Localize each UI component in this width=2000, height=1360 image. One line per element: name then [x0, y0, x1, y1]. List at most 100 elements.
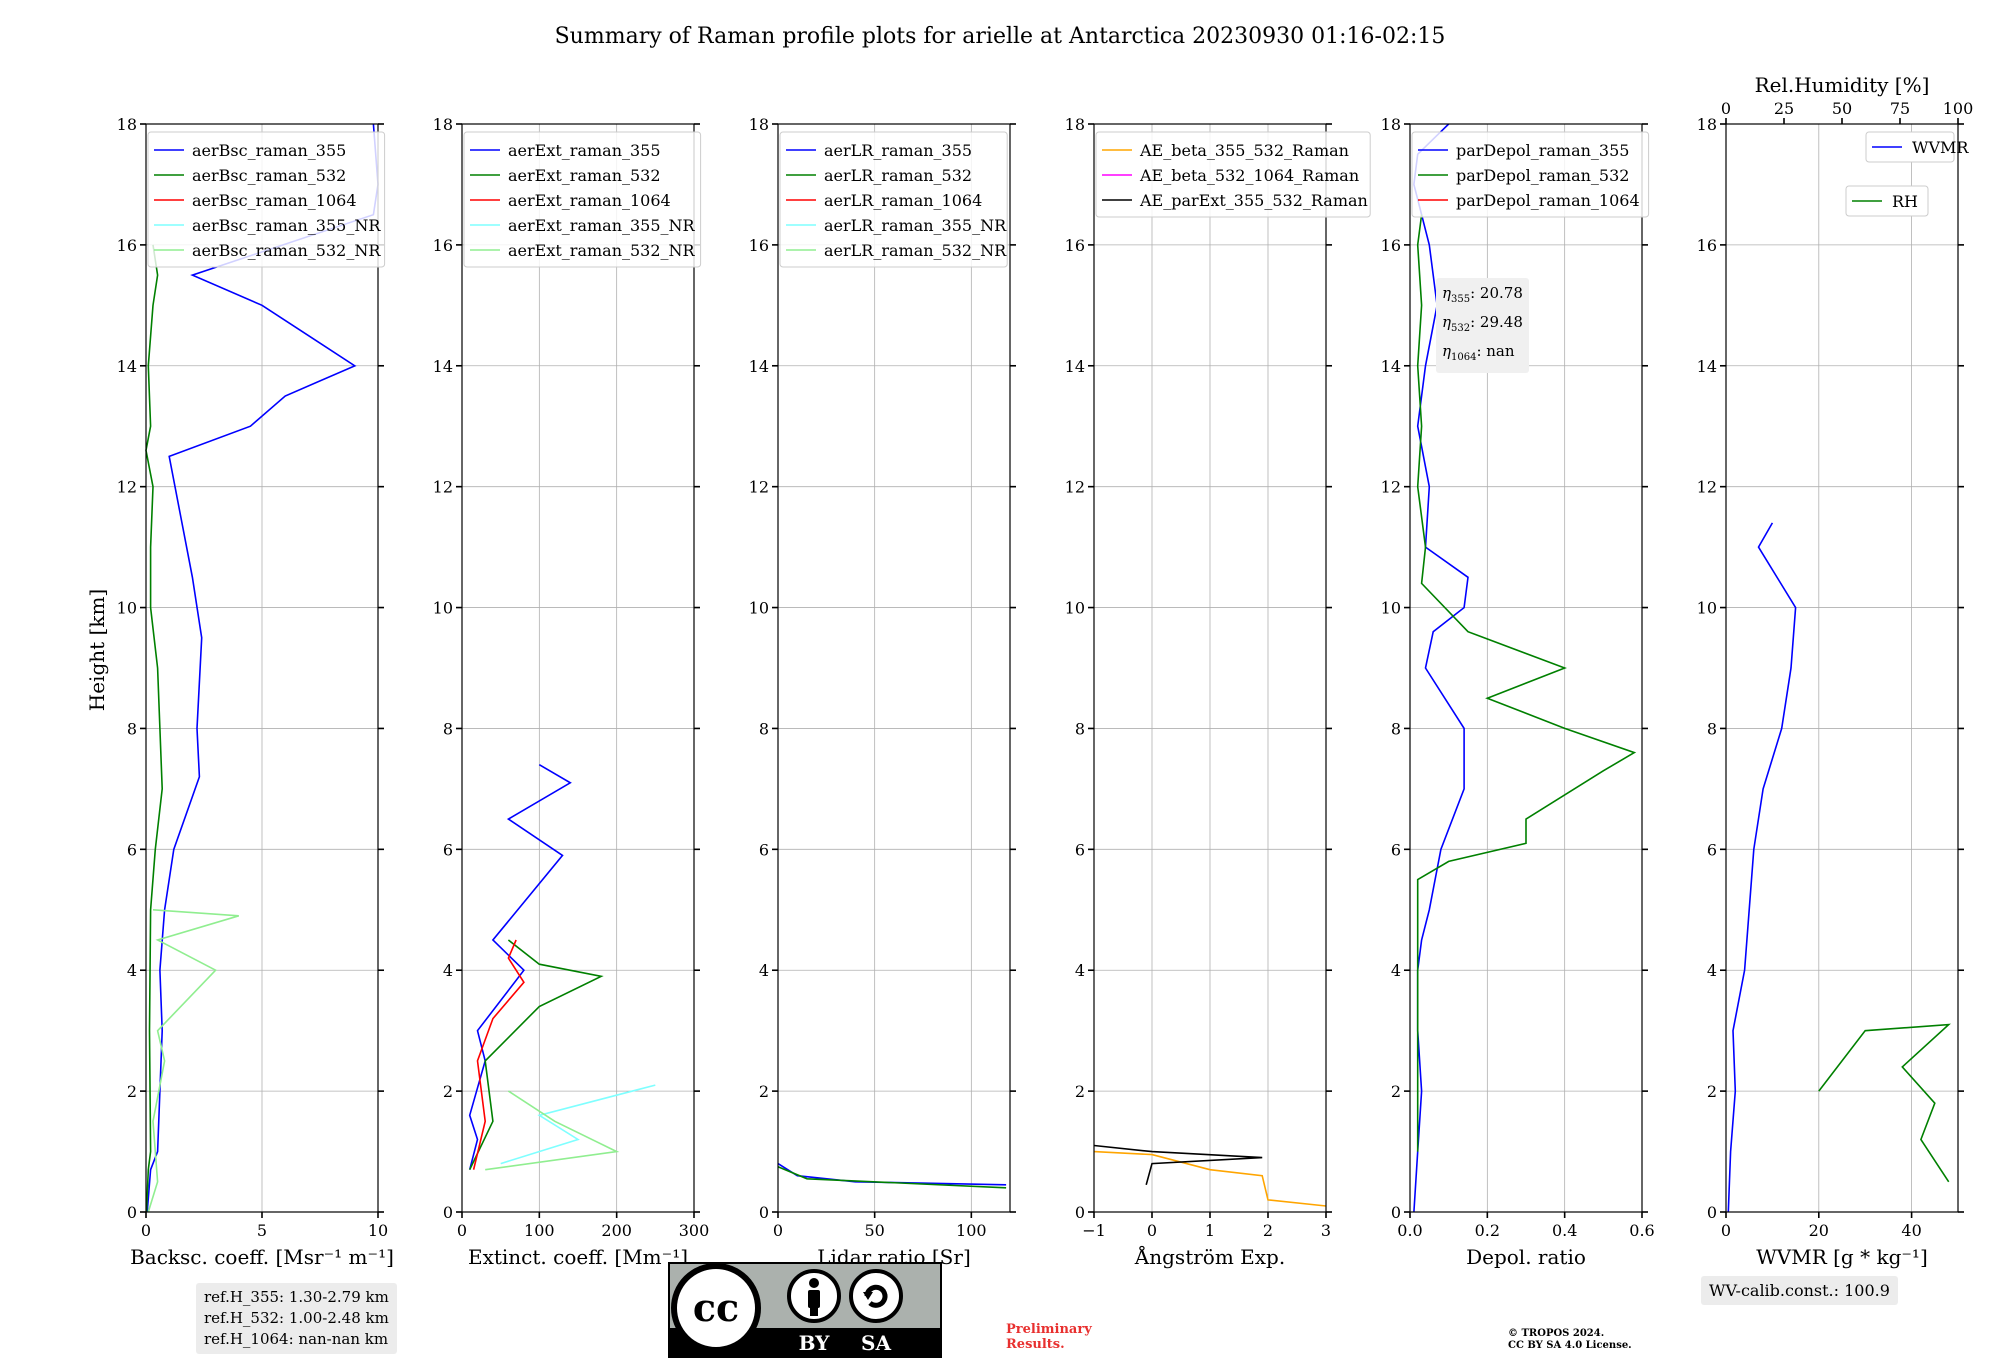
- eta-532: η532: 29.48: [1442, 313, 1523, 334]
- cc-logo-text: cc: [693, 1285, 739, 1330]
- y-tick-label: 0: [1707, 1203, 1717, 1222]
- x-axis-label: Depol. ratio: [1466, 1245, 1586, 1269]
- x-tick-label: 0.0: [1397, 1221, 1422, 1240]
- cc-circle-icon: [671, 1263, 761, 1353]
- copyright-note: © TROPOS 2024. CC BY SA 4.0 License.: [1508, 1328, 1728, 1352]
- y-tick-label: 12: [1381, 478, 1401, 497]
- legend-label-AE_parExt_355_532_Raman: AE_parExt_355_532_Raman: [1139, 191, 1368, 210]
- y-tick-label: 14: [1381, 357, 1401, 376]
- y-tick-label: 2: [443, 1082, 453, 1101]
- y-tick-label: 12: [1697, 478, 1717, 497]
- y-tick-label: 6: [1707, 840, 1717, 859]
- preliminary-results-note: Preliminary Results.: [1006, 1322, 1126, 1352]
- y-tick-label: 4: [127, 961, 137, 980]
- x-axis-label: Backsc. coeff. [Msr⁻¹ m⁻¹]: [130, 1245, 394, 1269]
- eta-box: η355: 20.78 η532: 29.48 η1064: nan: [1436, 278, 1529, 373]
- legend: parDepol_raman_355 parDepol_raman_532 parD…: [1411, 131, 1650, 218]
- series-line-RH: [1818, 1023, 1951, 1183]
- y-tick-label: 18: [1697, 115, 1717, 134]
- y-tick-label: 4: [1391, 961, 1401, 980]
- y-tick-label: 16: [1381, 236, 1401, 255]
- top-x-axis-label: Rel.Humidity [%]: [1755, 73, 1930, 97]
- panel-1: 0 2 4 6 8 10 12 14 16 18 0 5 10 Backsc. coeff. [Msr⁻¹…: [117, 115, 394, 1269]
- series-line-aerLR_raman_532: [777, 1165, 1007, 1189]
- x-tick-label: 0.2: [1475, 1221, 1500, 1240]
- ref-height-355: ref.H_355: 1.30-2.79 km: [204, 1288, 389, 1306]
- x-tick-label: 1: [1205, 1221, 1215, 1240]
- x-tick-label: 0.6: [1629, 1221, 1654, 1240]
- legend-box: [1865, 131, 1955, 163]
- y-tick-label: 12: [749, 478, 769, 497]
- series-line-aerExt_raman_355: [468, 764, 572, 1170]
- copyright-line-2: CC BY SA 4.0 License.: [1508, 1340, 1632, 1351]
- y-tick-label: 8: [1707, 719, 1717, 738]
- y-tick-label: 12: [1065, 478, 1085, 497]
- top-x-tick-label: 0: [1721, 99, 1731, 118]
- x-tick-label: 0.4: [1552, 1221, 1577, 1240]
- y-tick-label: 18: [117, 115, 137, 134]
- top-x-tick-label: 25: [1774, 99, 1794, 118]
- legend-label-parDepol_raman_1064: parDepol_raman_1064: [1456, 191, 1640, 210]
- legend-label-aerExt_raman_532_NR: aerExt_raman_532_NR: [508, 241, 696, 260]
- y-tick-label: 10: [1697, 599, 1717, 618]
- x-axis-label: Extinct. coeff. [Mm⁻¹]: [468, 1245, 688, 1269]
- wv-calibration-box: WV-calib.const.: 100.9: [1701, 1276, 1898, 1305]
- legend-RH: RH: [1845, 185, 1929, 217]
- y-tick-label: 8: [1391, 719, 1401, 738]
- legend-box: [1411, 131, 1650, 218]
- legend-label-aerExt_raman_1064: aerExt_raman_1064: [508, 191, 671, 210]
- y-tick-label: 10: [117, 599, 137, 618]
- y-tick-label: 4: [1707, 961, 1717, 980]
- ref-height-1064: ref.H_1064: nan-nan km: [204, 1330, 389, 1348]
- panel-5: 0 2 4 6 8 10 12 14 16 18 0.0 0.2 0.4 0.6 Depol. ratio p…: [1381, 115, 1655, 1269]
- legend: aerBsc_raman_355 aerBsc_raman_532 aerBsc_r…: [147, 131, 386, 268]
- series-line-parDepol_raman_532: [1416, 214, 1637, 1152]
- legend-label-aerExt_raman_532: aerExt_raman_532: [508, 166, 661, 185]
- y-tick-label: 16: [433, 236, 453, 255]
- legend-label-aerBsc_raman_532_NR: aerBsc_raman_532_NR: [192, 241, 381, 260]
- x-tick-label: 40: [1901, 1221, 1921, 1240]
- ref-height-532: ref.H_532: 1.00-2.48 km: [204, 1309, 389, 1327]
- figure-title: Summary of Raman profile plots for ariel…: [555, 24, 1446, 49]
- legend-label-parDepol_raman_355: parDepol_raman_355: [1456, 141, 1629, 160]
- series-line-aerBsc_raman_532_NR: [147, 909, 240, 1213]
- legend-label: RH: [1892, 192, 1918, 211]
- x-tick-label: 10: [368, 1221, 388, 1240]
- x-tick-label: 100: [956, 1221, 987, 1240]
- y-tick-label: 4: [1075, 961, 1085, 980]
- y-tick-label: 16: [749, 236, 769, 255]
- legend-box: [463, 131, 702, 268]
- legend: aerLR_raman_355 aerLR_raman_532 aerLR_rama…: [779, 131, 1008, 268]
- x-tick-label: 200: [601, 1221, 632, 1240]
- legend-label-aerLR_raman_355_NR: aerLR_raman_355_NR: [824, 216, 1007, 235]
- legend: aerExt_raman_355 aerExt_raman_532 aerExt_r…: [463, 131, 702, 268]
- y-tick-label: 12: [433, 478, 453, 497]
- y-tick-label: 0: [1391, 1203, 1401, 1222]
- x-tick-label: 2: [1263, 1221, 1273, 1240]
- x-tick-label: 5: [257, 1221, 267, 1240]
- legend-label-aerBsc_raman_532: aerBsc_raman_532: [192, 166, 346, 185]
- legend-label-aerLR_raman_1064: aerLR_raman_1064: [824, 191, 982, 210]
- legend-label: WVMR: [1912, 138, 1969, 157]
- x-tick-label: 0: [457, 1221, 467, 1240]
- y-tick-label: 2: [1391, 1082, 1401, 1101]
- legend-box: [779, 131, 1008, 268]
- y-tick-label: 2: [1075, 1082, 1085, 1101]
- by-label: BY: [799, 1331, 831, 1355]
- legend-box: [1845, 185, 1929, 217]
- sa-share-alike-icon: [849, 1269, 903, 1323]
- series-line-aerExt_raman_355_NR: [500, 1084, 656, 1165]
- axes-frame: [461, 123, 695, 1213]
- y-tick-label: 10: [749, 599, 769, 618]
- sa-label: SA: [861, 1331, 891, 1355]
- y-tick-label: 2: [1707, 1082, 1717, 1101]
- y-tick-label: 6: [1075, 840, 1085, 859]
- copyright-line-1: © TROPOS 2024.: [1508, 1328, 1605, 1339]
- y-tick-label: 0: [1075, 1203, 1085, 1222]
- y-tick-label: 10: [433, 599, 453, 618]
- preliminary-line-1: Preliminary: [1006, 1322, 1092, 1337]
